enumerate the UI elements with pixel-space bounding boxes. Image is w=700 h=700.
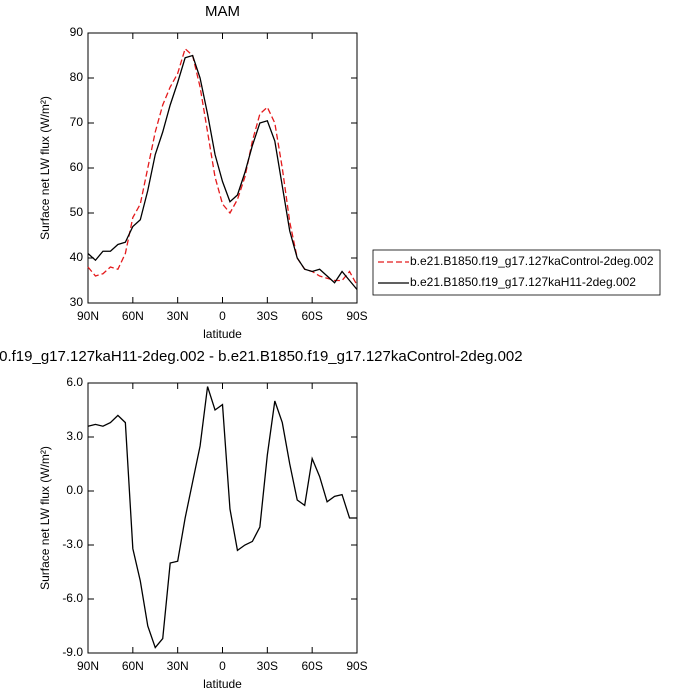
y-tick-label: 6.0: [66, 375, 83, 389]
x-tick-label: 60N: [122, 309, 144, 323]
x-tick-label: 30N: [167, 659, 189, 673]
y-axis-label: Surface net LW flux (W/m²): [38, 446, 52, 590]
y-tick-label: 50: [70, 205, 84, 219]
y-tick-label: -9.0: [62, 645, 83, 659]
chart-title: b.e21.B1850.f19_g17.127kaH11-2deg.002 - …: [0, 348, 523, 365]
data-line: [87, 54, 358, 290]
y-axis-label: Surface net LW flux (W/m²): [38, 96, 52, 240]
x-axis-label: latitude: [203, 327, 242, 341]
x-tick-label: 30S: [257, 309, 278, 323]
y-tick-label: 70: [70, 115, 84, 129]
x-tick-label: 90S: [346, 659, 367, 673]
data-line: [87, 386, 357, 649]
legend-label: b.e21.B1850.f19_g17.127kaH11-2deg.002: [410, 275, 636, 289]
y-tick-label: -3.0: [62, 537, 83, 551]
x-tick-label: 90N: [77, 309, 99, 323]
x-tick-label: 90N: [77, 659, 99, 673]
data-line: [87, 47, 358, 286]
legend-frame: [372, 249, 661, 296]
plot-frame: [87, 382, 358, 654]
x-tick-label: 0: [219, 309, 226, 323]
x-tick-label: 60S: [301, 659, 322, 673]
x-axis-label: latitude: [203, 677, 242, 691]
x-tick-label: 60S: [301, 309, 322, 323]
x-tick-label: 90S: [346, 309, 367, 323]
x-tick-label: 30N: [167, 309, 189, 323]
y-tick-label: 60: [70, 160, 84, 174]
y-tick-label: 90: [70, 25, 84, 39]
y-tick-label: 30: [70, 295, 84, 309]
y-tick-label: -6.0: [62, 591, 83, 605]
y-tick-label: 40: [70, 250, 84, 264]
legend-label: b.e21.B1850.f19_g17.127kaControl-2deg.00…: [410, 254, 654, 268]
plot-frame: [87, 32, 358, 304]
chart-title: MAM: [205, 3, 240, 20]
y-tick-label: 0.0: [66, 483, 83, 497]
x-tick-label: 30S: [257, 659, 278, 673]
y-tick-label: 3.0: [66, 429, 83, 443]
x-tick-label: 0: [219, 659, 226, 673]
y-tick-label: 80: [70, 70, 84, 84]
x-tick-label: 60N: [122, 659, 144, 673]
